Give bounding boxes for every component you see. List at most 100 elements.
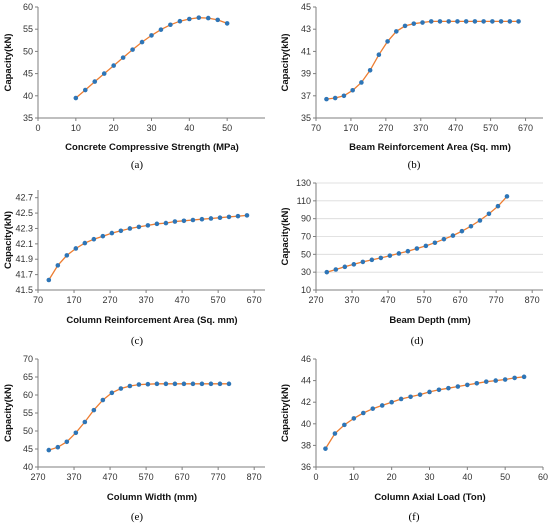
data-point	[181, 381, 187, 387]
data-point	[385, 39, 390, 44]
y-tick-label: 60	[23, 390, 33, 400]
data-point	[463, 19, 469, 24]
x-axis-label: Beam Reinforcement Area (Sq. mm)	[349, 142, 511, 153]
x-tick-label: 570	[417, 295, 432, 305]
data-point	[332, 95, 338, 101]
data-point	[46, 277, 52, 283]
y-tick-label: 55	[23, 408, 33, 418]
y-tick-label: 110	[297, 196, 311, 206]
data-point	[402, 23, 408, 29]
x-tick-label: 670	[175, 472, 190, 482]
x-tick-label: 470	[103, 472, 118, 482]
data-point	[376, 52, 382, 58]
data-point	[351, 262, 357, 267]
data-point	[521, 374, 527, 380]
y-tick-label: 42.5	[15, 208, 33, 218]
y-axis-label: Capacity(kN)	[280, 384, 291, 442]
x-tick-label: 270	[103, 295, 118, 305]
y-tick-label: 42.3	[15, 223, 33, 233]
data-point	[360, 410, 366, 416]
data-point	[507, 19, 513, 24]
data-point	[432, 240, 438, 246]
panel-caption: (a)	[131, 159, 144, 171]
y-tick-label: 50	[23, 426, 33, 436]
x-tick-label: 470	[381, 295, 396, 305]
data-point	[342, 264, 348, 270]
x-tick-label: 870	[247, 472, 262, 482]
data-point	[437, 19, 443, 24]
x-tick-label: 0	[313, 472, 318, 482]
y-tick-label: 130	[296, 178, 311, 188]
data-point	[323, 446, 328, 451]
data-point	[208, 216, 214, 221]
y-tick-label: 41.7	[15, 270, 33, 280]
data-point	[369, 257, 375, 263]
y-tick-label: 43	[301, 24, 311, 34]
data-point	[370, 406, 376, 411]
data-point	[127, 383, 133, 389]
data-point	[226, 381, 232, 387]
x-tick-label: 570	[139, 472, 154, 482]
data-point	[468, 223, 474, 229]
data-point	[405, 248, 411, 254]
y-axis-label: Capacity(kN)	[3, 211, 14, 269]
x-axis-label: Column Reinforcement Area (Sq. mm)	[66, 315, 237, 326]
series-line	[324, 376, 525, 449]
x-tick-label: 370	[345, 295, 360, 305]
data-point	[82, 419, 88, 425]
y-tick-label: 65	[23, 372, 33, 382]
x-tick-label: 170	[67, 295, 82, 305]
panel-caption: (e)	[131, 511, 144, 523]
data-point	[101, 71, 107, 76]
y-tick-label: 41	[301, 46, 311, 56]
data-point	[215, 17, 221, 23]
data-point	[100, 397, 106, 403]
y-tick-label: 41.5	[15, 285, 33, 295]
y-tick-label: 42	[301, 397, 311, 407]
x-tick-label: 20	[109, 123, 119, 133]
x-tick-label: 70	[311, 123, 321, 133]
x-tick-label: 670	[518, 123, 533, 133]
data-point	[516, 19, 521, 24]
y-tick-label: 37	[301, 91, 311, 101]
data-point	[91, 407, 97, 413]
data-point	[190, 217, 196, 223]
y-tick-label: 46	[301, 354, 311, 364]
x-tick-label: 60	[538, 472, 548, 482]
y-tick-label: 40	[23, 462, 33, 472]
y-tick-label: 41.9	[15, 254, 33, 264]
y-tick-label: 42.7	[15, 193, 33, 203]
x-tick-label: 30	[424, 472, 434, 482]
data-point	[498, 19, 504, 24]
data-point	[450, 233, 456, 238]
x-tick-label: 470	[448, 123, 463, 133]
data-point	[158, 27, 164, 32]
panel-caption: (d)	[411, 335, 424, 347]
x-tick-label: 870	[525, 295, 540, 305]
y-tick-label: 70	[301, 232, 311, 242]
y-tick-label: 35	[23, 113, 33, 123]
data-point	[177, 18, 183, 24]
data-point	[82, 87, 88, 93]
data-point	[446, 19, 452, 24]
data-point	[73, 246, 79, 251]
x-axis-label: Concrete Compressive Strength (MPa)	[65, 142, 239, 153]
data-point	[455, 19, 460, 24]
x-tick-label: 770	[489, 295, 504, 305]
data-point	[483, 379, 489, 384]
data-point	[351, 416, 357, 421]
x-tick-label: 570	[483, 123, 498, 133]
data-point	[73, 430, 79, 436]
y-tick-label: 55	[23, 24, 33, 34]
data-point	[324, 96, 329, 102]
data-point	[154, 381, 160, 387]
data-point	[91, 236, 97, 242]
x-axis-label: Column Axial Load (Ton)	[374, 492, 485, 503]
data-point	[168, 22, 173, 28]
data-point	[118, 386, 124, 391]
x-tick-label: 270	[378, 123, 393, 133]
y-tick-label: 39	[301, 69, 311, 79]
y-tick-label: 30	[301, 267, 311, 277]
data-point	[379, 403, 385, 408]
y-tick-label: 36	[301, 462, 311, 472]
